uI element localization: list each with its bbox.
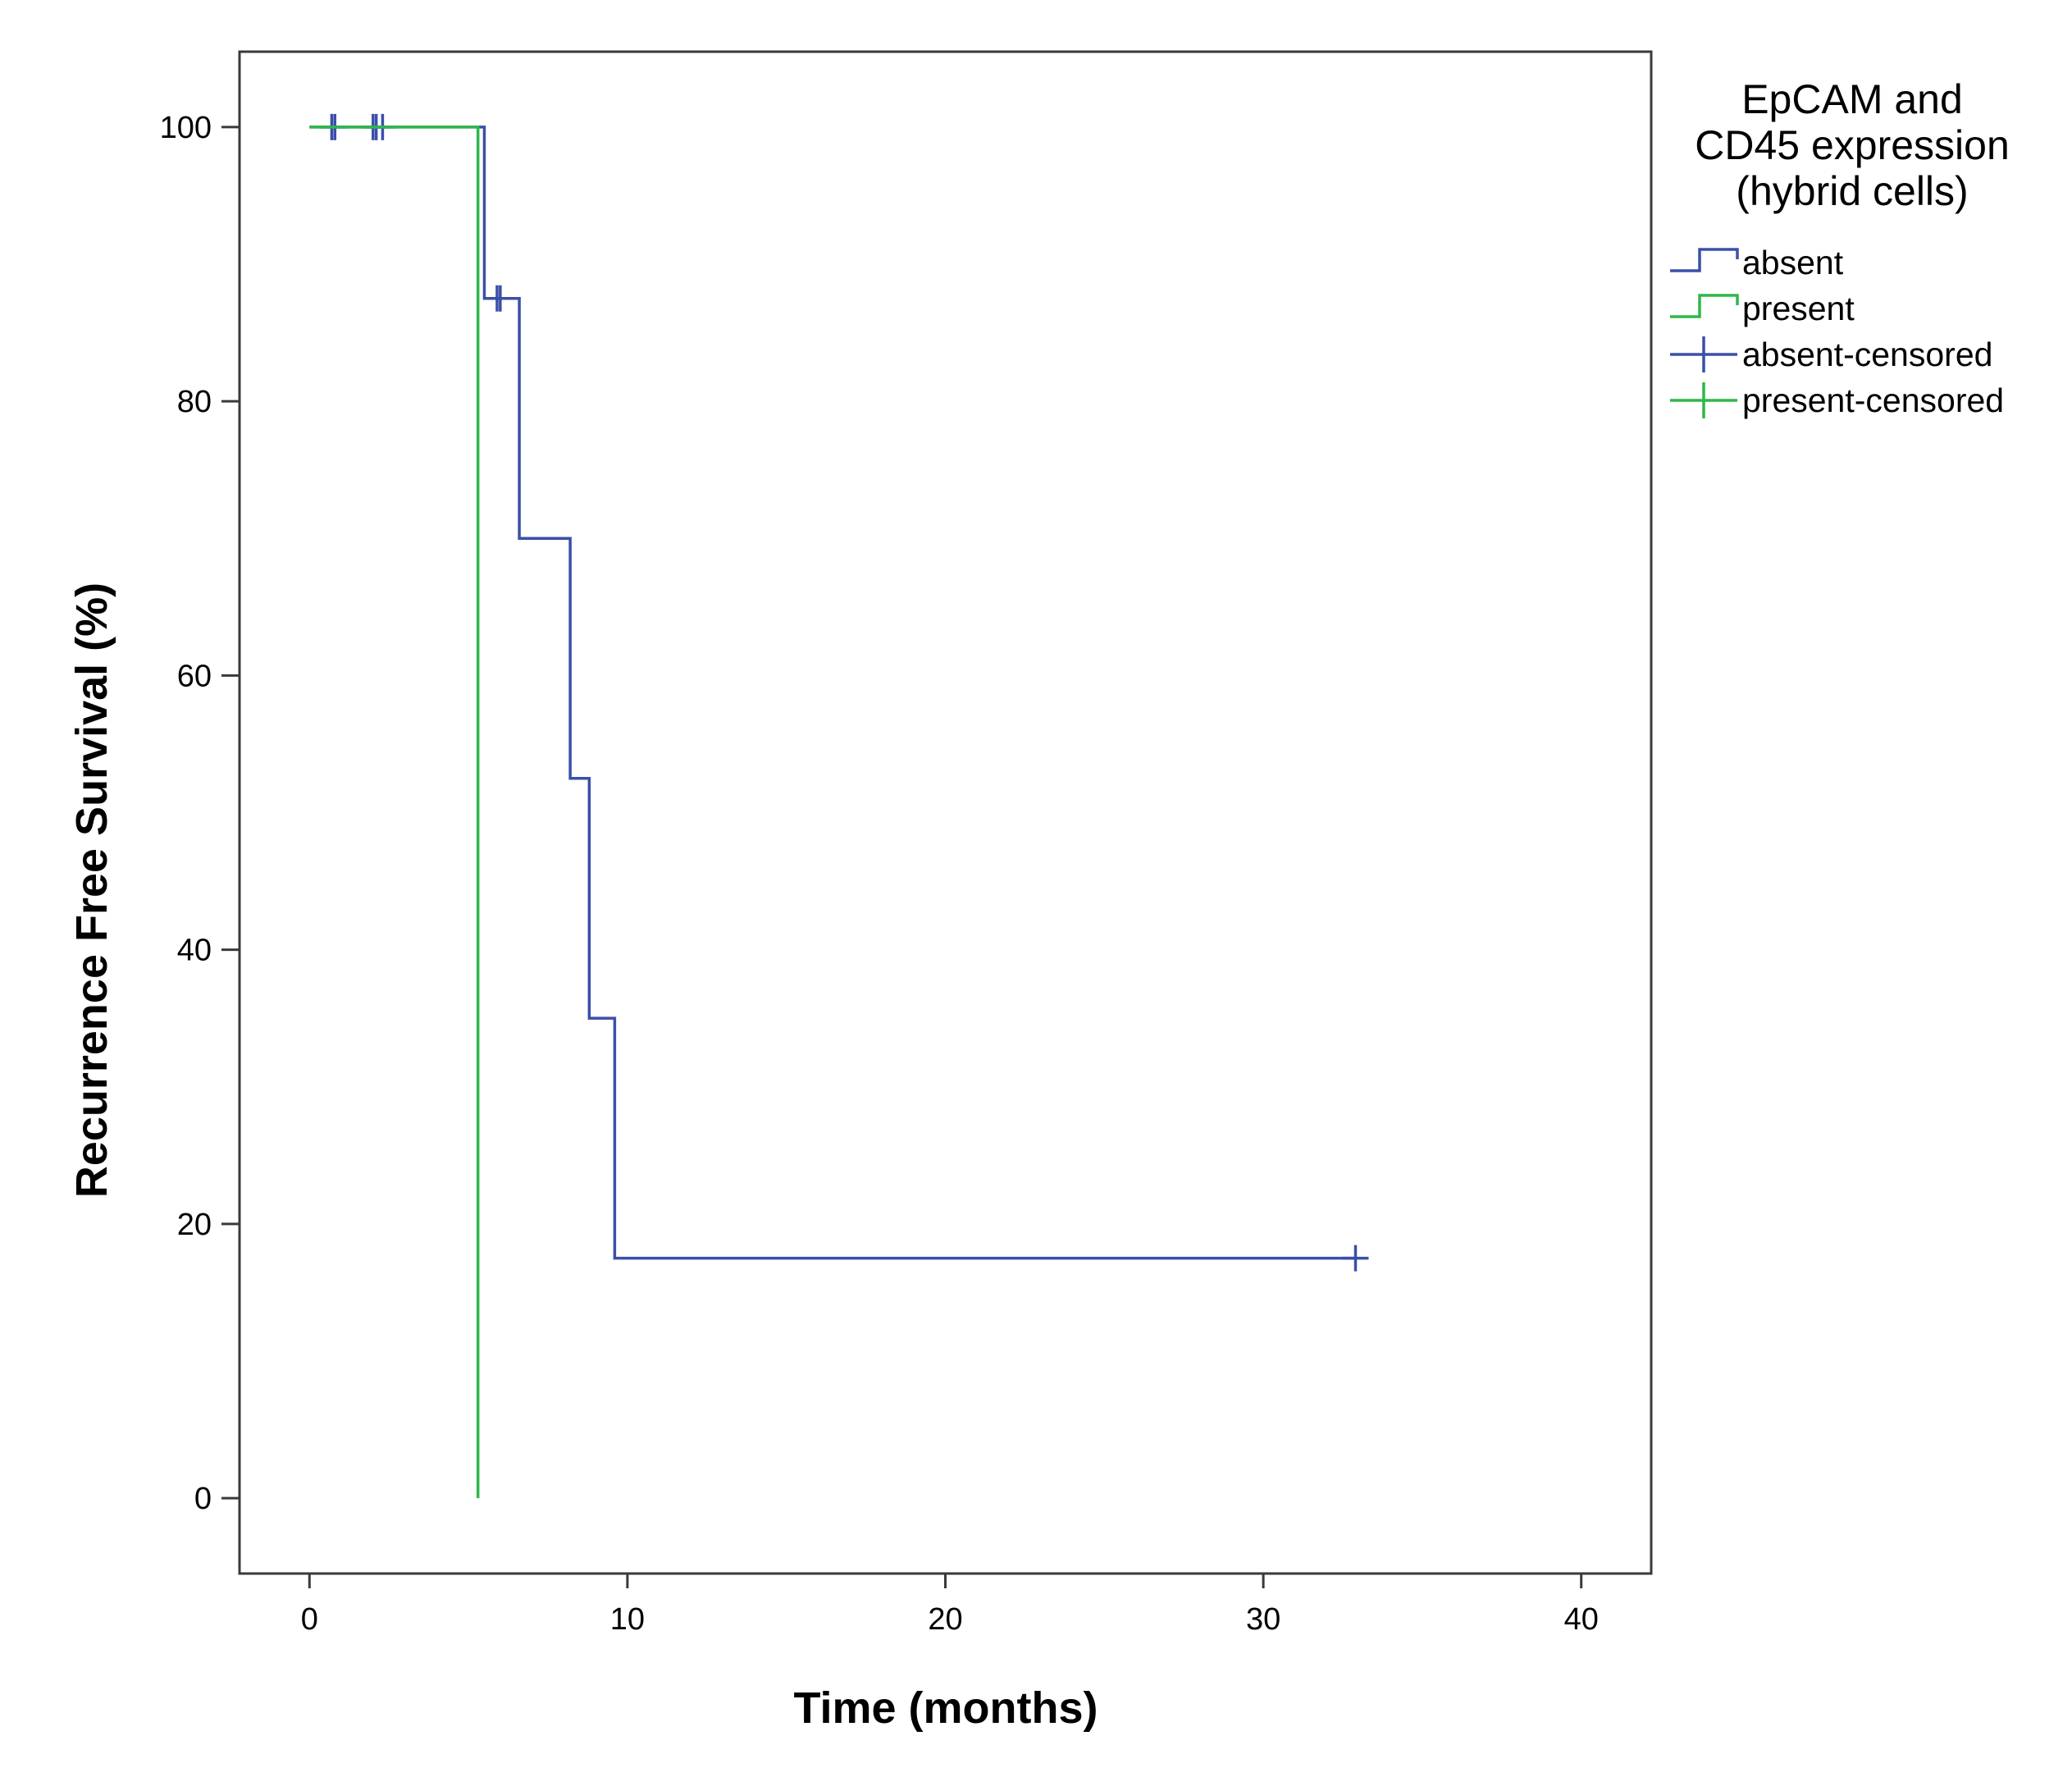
y-tick-label: 40 [177, 934, 212, 968]
y-tick-label: 20 [177, 1208, 212, 1242]
series-absent-censor-mark [486, 285, 513, 312]
legend-item-present-censored: present-censored [1670, 381, 2004, 419]
x-tick-label: 0 [301, 1602, 318, 1637]
y-tick-label: 80 [177, 385, 212, 419]
x-tick-label: 40 [1564, 1602, 1599, 1637]
legend-label-present-censored: present-censored [1742, 381, 2004, 419]
x-tick-label: 20 [928, 1602, 962, 1637]
y-axis-title: Recurrence Free Survival (%) [67, 582, 116, 1198]
legend-title-line: (hybrid cells) [1736, 168, 1968, 214]
legend-label-absent: absent [1742, 244, 1844, 281]
x-axis-ticks: 0 10 20 30 40 [301, 1574, 1599, 1637]
x-tick-label: 30 [1246, 1602, 1280, 1637]
plot-area [238, 50, 1653, 1575]
x-axis-title: Time (months) [793, 1683, 1098, 1733]
plot-frame [238, 50, 1653, 1575]
legend-item-absent-censored: absent-censored [1670, 336, 1992, 373]
x-tick-label: 10 [610, 1602, 645, 1637]
legend-swatch-absent [1670, 248, 1739, 272]
legend-item-absent: absent [1670, 244, 1844, 281]
legend-label-absent-censored: absent-censored [1742, 336, 1992, 373]
legend-title-line: EpCAM and [1741, 76, 1963, 122]
legend-swatch-present-censored [1670, 382, 1737, 418]
legend-title-line: CD45 expression [1695, 122, 2010, 168]
legend-item-present: present [1670, 290, 1855, 327]
series-absent-line [309, 126, 1356, 1260]
legend-swatch-absent-censored [1670, 336, 1737, 372]
y-tick-label: 60 [177, 659, 212, 693]
y-axis-ticks: 0 20 40 60 80 100 [160, 111, 240, 1516]
legend-swatch-present [1670, 294, 1739, 318]
y-tick-label: 100 [160, 111, 212, 145]
series-present-line [309, 126, 480, 1499]
series-layer [309, 113, 1369, 1499]
series-absent-censor-mark [1342, 1245, 1369, 1272]
y-tick-label: 0 [194, 1482, 212, 1516]
legend-label-present: present [1742, 290, 1855, 327]
